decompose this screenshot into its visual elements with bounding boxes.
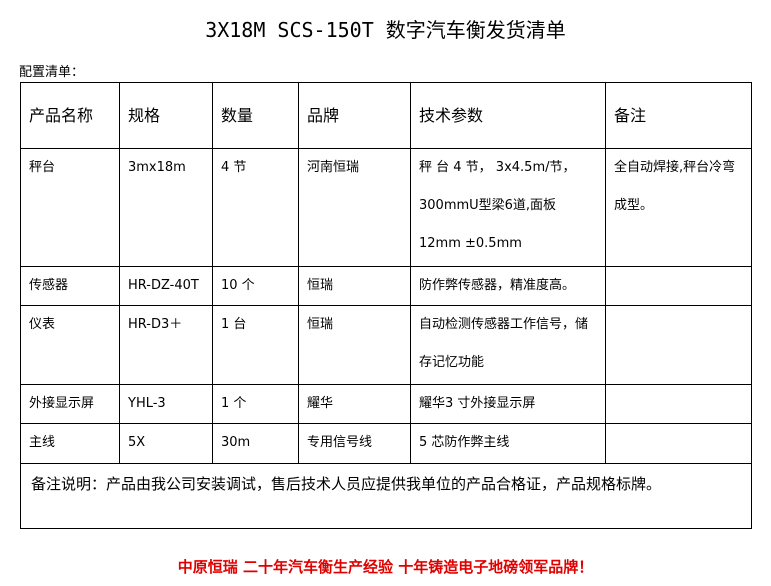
table-cell: 自动检测传感器工作信号，储存记忆功能 (410, 305, 606, 385)
header-cell: 数量 (212, 82, 299, 149)
table-cell (605, 384, 752, 424)
table-cell: HR-D3＋ (119, 305, 213, 385)
table-cell: 10 个 (212, 266, 299, 306)
table-row: 传感器 HR-DZ-40T 10 个恒瑞 防作弊传感器，精准度高。 (20, 266, 752, 306)
table-cell: 耀华 (298, 384, 411, 424)
table-cell (605, 266, 752, 306)
shipping-list-table: 产品名称 规格 数量 品牌 技术参数 备注 秤台 3mx18m 4 节河南恒瑞秤 台… (20, 82, 752, 529)
table-row: 秤台 3mx18m 4 节河南恒瑞秤 台 4 节， 3x4.5m/节，300mmU型… (20, 148, 752, 267)
table-cell (605, 305, 752, 385)
footer-slogan: 中原恒瑞 二十年汽车衡生产经验 十年铸造电子地磅领军品牌！ (177, 558, 594, 576)
header-cell: 品牌 (298, 82, 411, 149)
subtitle: 配置清单： (19, 65, 85, 80)
table-cell: 防作弊传感器，精准度高。 (410, 266, 606, 306)
table-cell: 传感器 (20, 266, 120, 306)
page-title: 3X18M SCS-150T 数字汽车衡发货清单 (205, 18, 566, 42)
table-cell: HR-DZ-40T (119, 266, 213, 306)
table-cell: 恒瑞 (298, 305, 411, 385)
table-cell: 4 节 (212, 148, 299, 267)
table-cell: 仪表 (20, 305, 120, 385)
table-cell: YHL-3 (119, 384, 213, 424)
table-cell: 专用信号线 (298, 423, 411, 464)
table-cell: 秤 台 4 节， 3x4.5m/节，300mmU型梁6道,面板12mm ±0.5… (410, 148, 606, 267)
header-cell: 产品名称 (20, 82, 120, 149)
table-cell: 1 台 (212, 305, 299, 385)
table-cell: 秤台 (20, 148, 120, 267)
header-cell: 规格 (119, 82, 213, 149)
table-cell: 主线 (20, 423, 120, 464)
table-cell: 耀华3 寸外接显示屏 (410, 384, 606, 424)
table-cell: 30m (212, 423, 299, 464)
table-cell (605, 423, 752, 464)
header-cell: 备注 (605, 82, 752, 149)
table-row: 外接显示屏 YHL-3 1 个耀华 耀华3 寸外接显示屏 (20, 384, 752, 424)
table-cell: 5X (119, 423, 213, 464)
notes: 备注说明：产品由我公司安装调试，售后技术人员应提供我单位的产品合格证，产品规格标… (20, 463, 752, 529)
table-cell: 5 芯防作弊主线 (410, 423, 606, 464)
table-cell: 1 个 (212, 384, 299, 424)
table-cell: 恒瑞 (298, 266, 411, 306)
header-cell: 技术参数 (410, 82, 606, 149)
table-cell: 外接显示屏 (20, 384, 120, 424)
table-cell: 3mx18m (119, 148, 213, 267)
table-row: 仪表 HR-D3＋ 1 台恒瑞 自动检测传感器工作信号，储存记忆功能 (20, 305, 752, 385)
header-row: 产品名称 规格 数量 品牌 技术参数 备注 (20, 82, 752, 149)
table-cell: 河南恒瑞 (298, 148, 411, 267)
table-row: 主线 5X 30m 专用信号线 5 芯防作弊主线 (20, 423, 752, 464)
table-cell: 全自动焊接,秤台冷弯成型。 (605, 148, 752, 267)
